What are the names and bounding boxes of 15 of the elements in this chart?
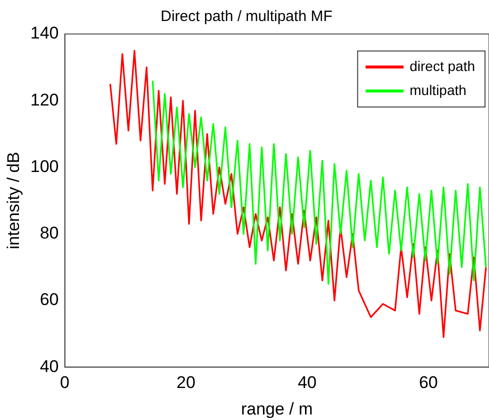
y-tick-label: 140 (30, 24, 59, 43)
y-tick-label: 80 (40, 224, 59, 243)
y-axis-title: intensity / dB (4, 152, 23, 250)
x-tick-label: 20 (176, 373, 196, 392)
x-axis-title: range / m (240, 399, 313, 418)
legend-label: direct path (410, 58, 476, 74)
x-tick-label: 40 (298, 373, 317, 392)
y-tick-label: 120 (30, 90, 59, 110)
y-tick-label: 60 (40, 290, 59, 310)
legend-label: multipath (410, 82, 466, 98)
x-tick-label: 60 (418, 373, 438, 392)
chart-title: Direct path / multipath MF (160, 8, 332, 26)
y-tick-label: 100 (30, 156, 59, 176)
x-tick-label: 0 (60, 373, 70, 392)
y-tick-label: 40 (40, 356, 59, 376)
